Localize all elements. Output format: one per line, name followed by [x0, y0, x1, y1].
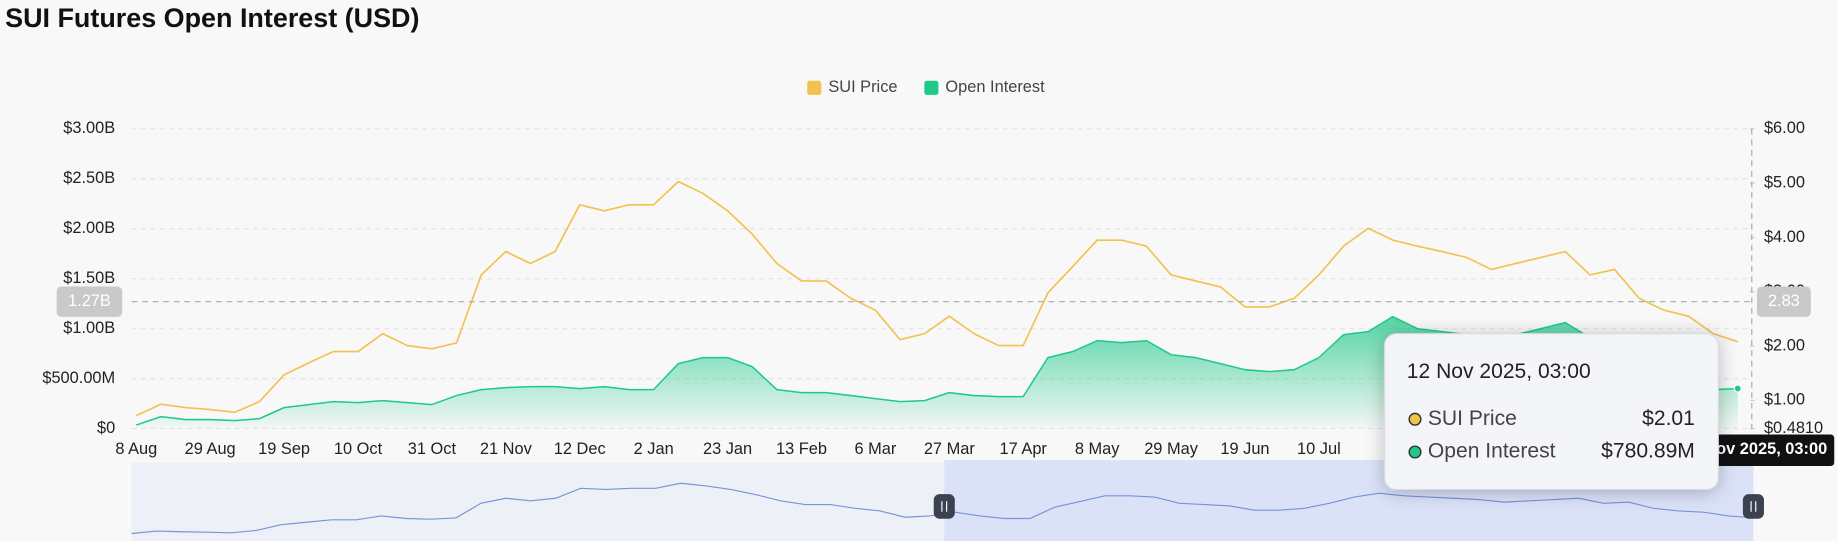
crosshair-y-box — [56, 286, 123, 317]
tooltip-swatch — [1408, 445, 1422, 459]
x-tick-label: 31 Oct — [408, 440, 457, 458]
navigator-handle[interactable] — [1742, 494, 1764, 519]
x-tick-label: 19 Jun — [1220, 440, 1269, 458]
y-tick-label: $1.50B — [63, 269, 115, 287]
area-fill — [136, 316, 1738, 429]
x-tick-label: 23 Jan — [703, 440, 752, 458]
y-tick-label: $3.00B — [63, 119, 115, 137]
x-tick-label: 10 Jul — [1297, 440, 1341, 458]
tooltip-series-name: SUI Price — [1428, 407, 1517, 430]
tooltip-value: $780.89M — [1601, 440, 1695, 463]
tooltip-swatch — [1408, 412, 1422, 426]
x-tick-label: 21 Nov — [480, 440, 533, 458]
x-tick-label: 29 May — [1144, 440, 1199, 458]
x-tick-label: 8 May — [1075, 440, 1120, 458]
crosshair-y2-box — [1756, 286, 1811, 317]
tooltip-value: $2.01 — [1642, 407, 1695, 430]
y-tick-label: $2.50B — [63, 169, 115, 187]
plot-area: $0 $500.00M $1.00B $1.50B $2.00B $2.50B $3.00B… — [42, 119, 1823, 458]
tooltip-box — [1383, 333, 1719, 491]
y-tick-label: $2.00B — [63, 219, 115, 237]
x-tick-label: 10 Oct — [334, 440, 383, 458]
chart-title: SUI Futures Open Interest (USD) — [5, 3, 419, 33]
x-tick-label: 6 Mar — [854, 440, 896, 458]
y2-tick-label: $2.00 — [1764, 336, 1805, 354]
y-tick-label: $1.00B — [63, 319, 115, 337]
x-tick-label: 2 Jan — [634, 440, 674, 458]
x-tick-label: 19 Sep — [258, 440, 310, 458]
legend: SUI Price Open Interest — [807, 78, 1045, 96]
crosshair-y-label: 1.27B — [68, 292, 111, 310]
hover-marker — [1733, 384, 1742, 393]
legend-label[interactable]: SUI Price — [828, 78, 897, 96]
y2-tick-label: $1.00 — [1764, 391, 1805, 409]
x-tick-label: 27 Mar — [924, 440, 976, 458]
legend-swatch — [807, 80, 822, 95]
x-tick-label: 17 Apr — [1000, 440, 1048, 458]
x-tick-label: 12 Dec — [554, 440, 606, 458]
x-tick-label: 8 Aug — [115, 440, 157, 458]
y-tick-label: $0 — [97, 419, 115, 437]
navigator-handle[interactable] — [933, 494, 955, 519]
y-tick-label: $500.00M — [42, 369, 115, 387]
crosshair-y2-label: 2.83 — [1768, 292, 1800, 310]
tooltip: 12 Nov 2025, 03:00 SUI Price $2.01 Open Int… — [1383, 333, 1719, 491]
tooltip-title: 12 Nov 2025, 03:00 — [1407, 360, 1591, 383]
series-line — [135, 180, 1738, 417]
navigator — [131, 460, 1764, 541]
y2-tick-label: $4.00 — [1764, 228, 1805, 246]
y2-tick-label: $0.4810 — [1764, 419, 1823, 437]
y2-tick-label: $6.00 — [1764, 119, 1805, 137]
y2-tick-label: $5.00 — [1764, 173, 1805, 191]
x-tick-label: 13 Feb — [776, 440, 827, 458]
tooltip-series-name: Open Interest — [1428, 440, 1556, 463]
legend-swatch — [924, 80, 939, 95]
x-tick-label: 29 Aug — [185, 440, 236, 458]
legend-label[interactable]: Open Interest — [945, 78, 1045, 96]
